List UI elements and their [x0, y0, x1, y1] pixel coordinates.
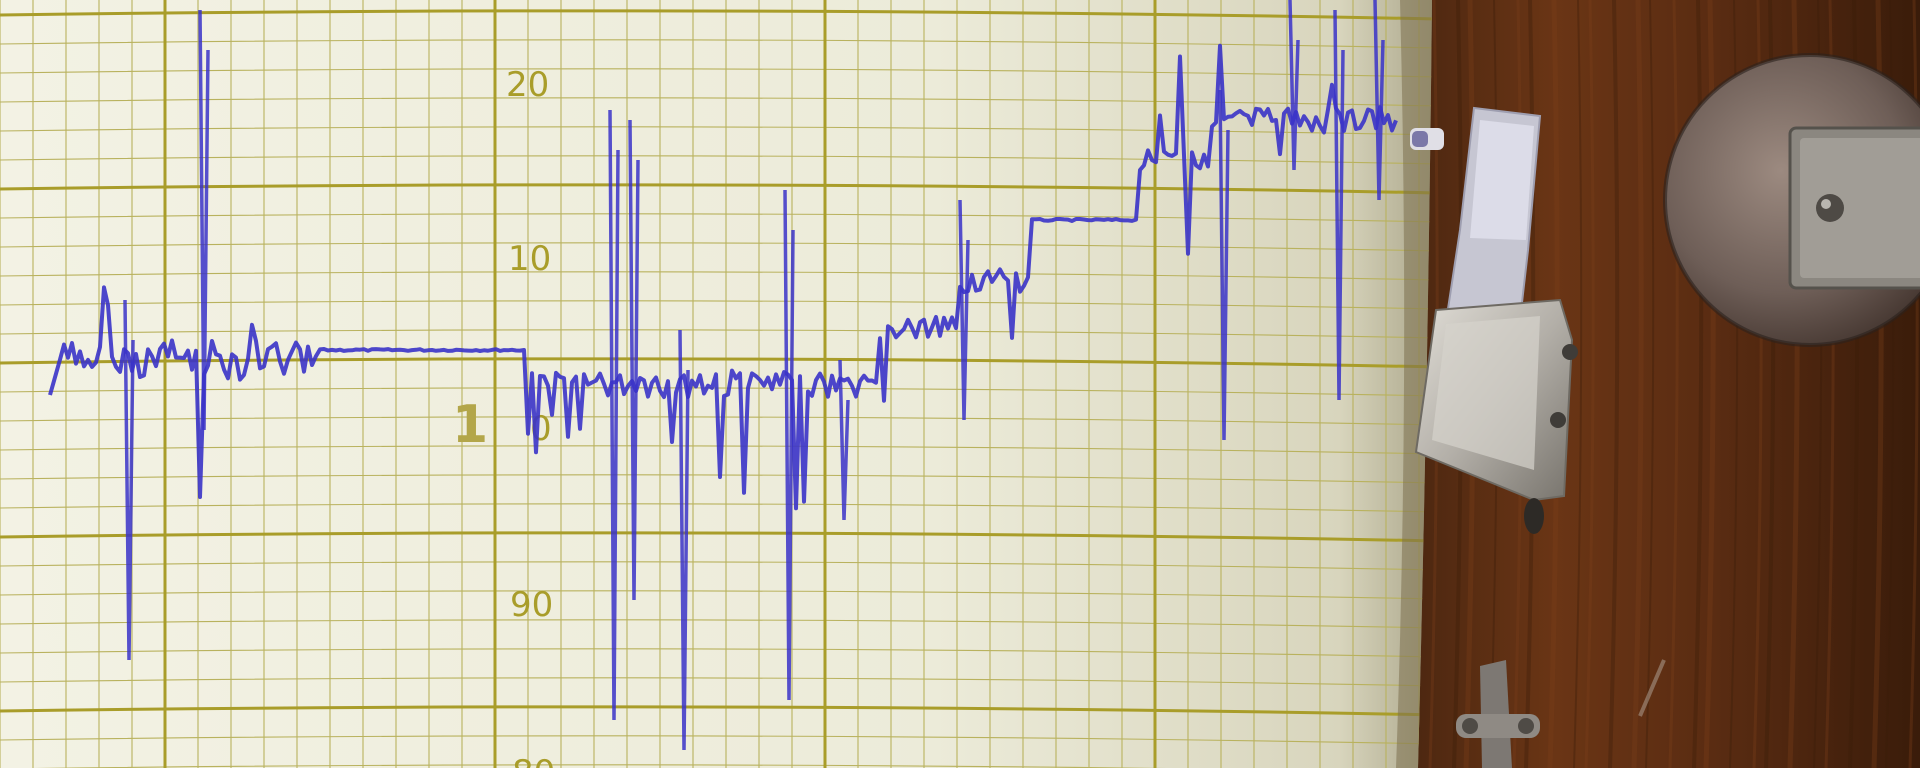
drum-edge-shadow — [1396, 0, 1432, 768]
trace-spike — [198, 9, 210, 431]
trace-spike — [1218, 89, 1230, 441]
knob-bolt — [1816, 194, 1844, 222]
bracket-icon — [1456, 659, 1666, 768]
wood-grain — [1405, 0, 1919, 768]
grid-minor-horizontal — [0, 619, 1432, 629]
grid-minor-horizontal — [0, 764, 1432, 768]
grid-major-horizontal — [0, 705, 1432, 717]
clamp-block-icon — [1414, 298, 1578, 534]
seismic-traces — [48, 0, 1398, 751]
pen-arm-icon — [1410, 106, 1542, 324]
grid-major-lines — [0, 0, 1432, 768]
wood-grain-line — [1573, 0, 1583, 768]
grid-minor-horizontal — [0, 677, 1432, 687]
scale-label-20: 20 — [506, 65, 549, 105]
grid-minor-horizontal — [0, 648, 1432, 658]
grid-minor-horizontal — [0, 68, 1432, 78]
grid-minor-horizontal — [0, 97, 1432, 107]
grid-minor-horizontal — [0, 503, 1432, 513]
grid-major-horizontal — [0, 9, 1432, 21]
trace-spike — [678, 329, 690, 751]
trace-spike — [1333, 9, 1345, 401]
screw-2 — [1550, 412, 1566, 428]
trace-spike — [783, 189, 795, 701]
grid-minor-horizontal — [0, 735, 1432, 745]
wood-grain-line — [1608, 0, 1620, 768]
recording-paper: 20 10 1 0 90 80 — [0, 0, 1432, 768]
grid-major-horizontal — [0, 531, 1432, 543]
wood-grain-line — [1668, 0, 1679, 768]
screw-1 — [1562, 344, 1578, 360]
grid-minor-horizontal — [0, 39, 1432, 49]
grid-minor-horizontal — [0, 126, 1432, 136]
trace-spike — [608, 109, 620, 721]
trace-spike — [958, 199, 970, 421]
trace-spike — [1288, 0, 1300, 171]
grid-minor-horizontal — [0, 561, 1432, 571]
hour-mark-label: 1 — [452, 395, 488, 455]
trace-spike — [838, 359, 850, 521]
wood-grain-line — [1584, 0, 1595, 768]
grid-minor-horizontal — [0, 155, 1432, 165]
scale-label-90: 90 — [510, 585, 553, 625]
grid-minor-horizontal — [0, 590, 1432, 600]
screw-3 — [1524, 498, 1544, 534]
scale-label-80: 80 — [512, 753, 555, 768]
trace-spike — [628, 119, 640, 601]
knob-icon — [1663, 53, 1920, 347]
trace-spike — [123, 299, 135, 661]
trace-spike — [1373, 0, 1385, 201]
grid-major-horizontal — [0, 183, 1432, 195]
wood-grain-line — [1631, 0, 1644, 768]
wood-grain-line — [1645, 0, 1655, 768]
seismic-trace-main — [48, 43, 1398, 511]
scale-label-10: 10 — [508, 239, 551, 279]
